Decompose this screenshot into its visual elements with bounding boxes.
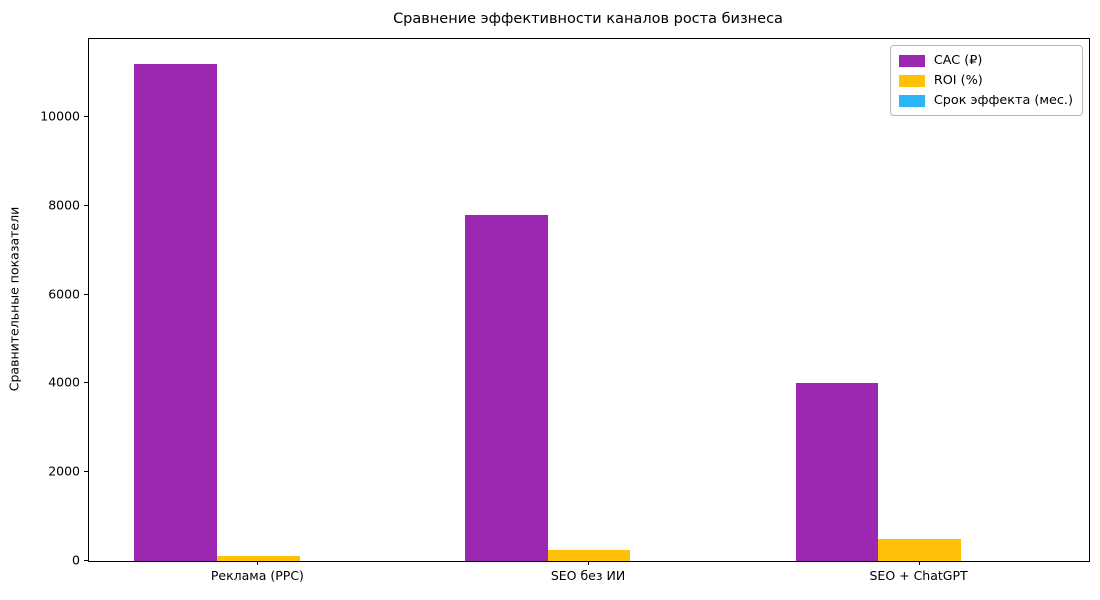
bar-roi-2 bbox=[878, 538, 961, 561]
legend-label: ROI (%) bbox=[933, 73, 983, 88]
legend-swatch-icon bbox=[898, 74, 925, 87]
y-tick-mark bbox=[84, 382, 88, 384]
y-tick-mark bbox=[84, 204, 88, 206]
bar-cac-0 bbox=[134, 63, 218, 561]
x-tick-label-0: Реклама (PPC) bbox=[210, 568, 304, 583]
y-tick-label: 2000 bbox=[48, 463, 80, 479]
x-tick-mark bbox=[588, 561, 589, 565]
y-tick-label: 8000 bbox=[48, 197, 80, 213]
y-tick-mark bbox=[84, 471, 88, 473]
legend-label: Срок эффекта (мес.) bbox=[933, 93, 1073, 108]
x-tick-mark bbox=[257, 561, 259, 565]
bar-roi-1 bbox=[547, 549, 631, 561]
x-tick-label-1: SEO без ИИ bbox=[550, 568, 626, 583]
legend-entry-2: Срок эффекта (мес.) bbox=[898, 93, 1073, 108]
y-tick-mark bbox=[84, 560, 88, 561]
legend-swatch-icon bbox=[898, 94, 925, 107]
legend-swatch-icon bbox=[898, 54, 925, 67]
bar-cac-1 bbox=[465, 214, 548, 561]
y-tick-label: 6000 bbox=[48, 286, 80, 302]
legend-entry-0: CAC (₽) bbox=[898, 53, 1073, 68]
chart-title: Сравнение эффективности каналов роста би… bbox=[393, 11, 783, 27]
x-tick-mark bbox=[918, 561, 920, 565]
y-tick-label: 4000 bbox=[48, 374, 80, 390]
legend-label: CAC (₽) bbox=[933, 53, 983, 68]
y-axis-label: Сравнительные показатели bbox=[6, 206, 22, 392]
bar-cac-2 bbox=[795, 383, 879, 561]
legend-entry-1: ROI (%) bbox=[898, 73, 1073, 88]
legend: CAC (₽) ROI (%) Срок эффекта (мес.) bbox=[889, 45, 1083, 116]
bar-roi-0 bbox=[217, 555, 300, 561]
x-tick-label-2: SEO + ChatGPT bbox=[869, 568, 968, 583]
y-tick-mark bbox=[84, 116, 88, 118]
y-tick-label: 0 bbox=[72, 552, 80, 568]
plot-area bbox=[88, 38, 1090, 562]
y-tick-mark bbox=[84, 293, 88, 295]
y-tick-label: 10000 bbox=[40, 108, 80, 124]
